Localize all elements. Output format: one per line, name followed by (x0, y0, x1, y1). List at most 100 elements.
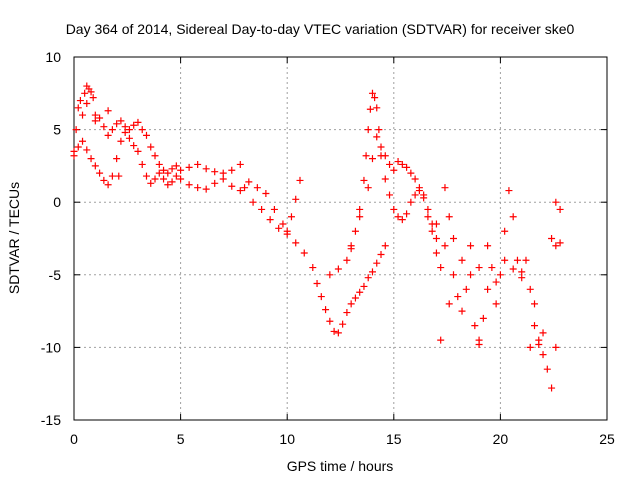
data-point (236, 160, 244, 168)
data-points-layer (70, 82, 564, 392)
data-point (368, 268, 376, 276)
data-point (72, 126, 80, 134)
data-point (386, 191, 394, 199)
data-point (484, 285, 492, 293)
data-point (292, 239, 300, 247)
data-point (113, 120, 121, 128)
data-point (79, 111, 87, 119)
data-point (432, 249, 440, 257)
data-point (526, 285, 534, 293)
data-point (475, 340, 483, 348)
data-point (326, 317, 334, 325)
data-point (458, 256, 466, 264)
data-point (130, 121, 138, 129)
data-point (74, 104, 82, 112)
data-point (164, 181, 172, 189)
data-point (492, 278, 500, 286)
data-point (454, 293, 462, 301)
data-point (407, 169, 415, 177)
data-point (292, 195, 300, 203)
data-point (467, 271, 475, 279)
data-point (104, 107, 112, 115)
x-tick-label: 20 (493, 431, 509, 447)
data-point (356, 213, 364, 221)
data-point (142, 131, 150, 139)
data-point (377, 152, 385, 160)
series-descent-track (241, 184, 389, 337)
data-point (76, 97, 84, 105)
data-point (322, 306, 330, 314)
data-point (115, 172, 123, 180)
data-point (155, 160, 163, 168)
data-point (496, 271, 504, 279)
data-point (151, 152, 159, 160)
data-point (262, 189, 270, 197)
series-late-track (428, 187, 564, 392)
data-point (501, 256, 509, 264)
x-tick-label: 25 (599, 431, 615, 447)
data-point (70, 152, 78, 160)
data-point (377, 143, 385, 151)
data-point (467, 242, 475, 250)
series-upper-track-b (70, 129, 304, 235)
data-point (368, 89, 376, 97)
data-point (364, 184, 372, 192)
data-point (492, 300, 500, 308)
data-point (121, 129, 129, 137)
data-point (185, 163, 193, 171)
data-point (125, 134, 133, 142)
data-point (373, 104, 381, 112)
data-point (275, 224, 283, 232)
data-point (168, 178, 176, 186)
x-tick-label: 0 (70, 431, 78, 447)
data-point (270, 205, 278, 213)
data-point (87, 155, 95, 163)
data-point (471, 322, 479, 330)
data-point (441, 242, 449, 250)
data-point (390, 166, 398, 174)
data-point (552, 242, 560, 250)
data-point (505, 187, 513, 195)
data-point (287, 213, 295, 221)
data-point (74, 143, 82, 151)
data-point (91, 117, 99, 125)
data-point (81, 89, 89, 97)
series-late-track-b (432, 184, 564, 337)
data-point (360, 176, 368, 184)
tick-layer: 0 5 10 15 20 25 -15 -10 -5 0 5 10 (41, 49, 615, 447)
data-point (445, 213, 453, 221)
data-point (360, 282, 368, 290)
data-point (160, 166, 168, 174)
data-point (151, 175, 159, 183)
data-point (253, 184, 261, 192)
data-point (411, 191, 419, 199)
data-point (531, 300, 539, 308)
data-point (364, 274, 372, 282)
data-point (334, 265, 342, 273)
data-point (548, 384, 556, 392)
data-point (168, 165, 176, 173)
data-point (509, 265, 517, 273)
y-tick-label: 0 (53, 194, 61, 210)
data-point (449, 271, 457, 279)
data-point (185, 181, 193, 189)
data-point (356, 288, 364, 296)
data-point (296, 176, 304, 184)
data-point (138, 160, 146, 168)
data-point (100, 123, 108, 131)
series-spike-track (326, 89, 432, 279)
x-tick-label: 10 (279, 431, 295, 447)
data-point (407, 198, 415, 206)
data-point (394, 158, 402, 166)
data-point (501, 227, 509, 235)
data-point (488, 264, 496, 272)
data-point (147, 179, 155, 187)
data-point (347, 242, 355, 250)
data-point (266, 216, 274, 224)
data-point (309, 264, 317, 272)
data-point (142, 172, 150, 180)
series-upper-track-a (70, 82, 244, 177)
data-point (326, 271, 334, 279)
data-point (83, 99, 91, 107)
